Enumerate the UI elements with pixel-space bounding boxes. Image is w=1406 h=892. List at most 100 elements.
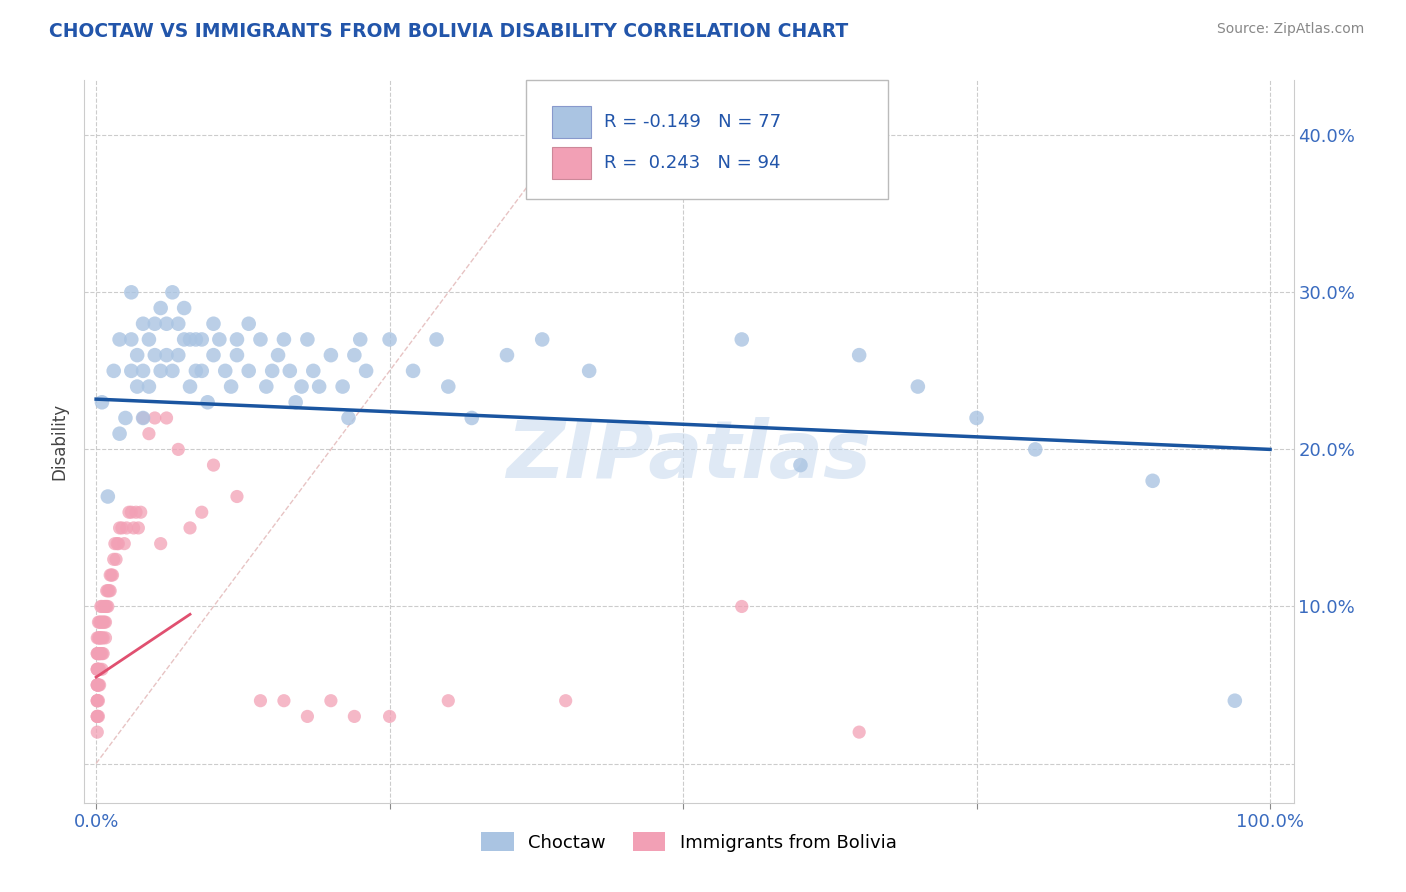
- Point: [249, 333, 271, 347]
- Point: [91, 631, 114, 645]
- Point: [149, 536, 172, 550]
- Point: [91, 615, 114, 630]
- Point: [87, 678, 110, 692]
- Point: [349, 333, 371, 347]
- Point: [114, 411, 136, 425]
- Point: [89, 631, 111, 645]
- Point: [107, 536, 129, 550]
- Point: [90, 615, 112, 630]
- Point: [155, 348, 177, 362]
- Point: [402, 364, 425, 378]
- Point: [132, 317, 155, 331]
- Point: [284, 395, 307, 409]
- Point: [122, 521, 145, 535]
- Point: [184, 333, 207, 347]
- Y-axis label: Disability: Disability: [51, 403, 69, 480]
- Point: [98, 583, 121, 598]
- Point: [86, 709, 108, 723]
- Point: [86, 709, 108, 723]
- Text: R =  0.243   N = 94: R = 0.243 N = 94: [605, 154, 780, 172]
- Point: [91, 395, 114, 409]
- Point: [120, 333, 142, 347]
- Point: [97, 490, 120, 504]
- Point: [90, 599, 112, 614]
- Point: [125, 505, 148, 519]
- Point: [138, 333, 160, 347]
- Point: [226, 348, 249, 362]
- Point: [184, 364, 207, 378]
- Point: [173, 333, 195, 347]
- Point: [91, 599, 114, 614]
- Point: [108, 426, 131, 441]
- Point: [249, 694, 271, 708]
- Point: [93, 599, 115, 614]
- Point: [98, 568, 121, 582]
- Point: [202, 458, 225, 472]
- Point: [87, 647, 110, 661]
- FancyBboxPatch shape: [553, 147, 591, 179]
- Point: [101, 568, 124, 582]
- Point: [108, 521, 131, 535]
- Point: [297, 709, 319, 723]
- Point: [1142, 474, 1164, 488]
- Point: [226, 333, 249, 347]
- Point: [103, 552, 125, 566]
- Point: [554, 694, 576, 708]
- Point: [143, 317, 166, 331]
- Point: [86, 725, 108, 739]
- Point: [354, 364, 377, 378]
- Point: [86, 662, 108, 676]
- Point: [120, 285, 142, 300]
- Point: [262, 364, 284, 378]
- Point: [531, 333, 554, 347]
- Point: [86, 662, 108, 676]
- Point: [87, 662, 110, 676]
- Point: [273, 694, 295, 708]
- Point: [86, 662, 108, 676]
- Point: [214, 364, 236, 378]
- Point: [112, 536, 135, 550]
- Point: [86, 709, 108, 723]
- Point: [91, 647, 114, 661]
- Point: [86, 678, 108, 692]
- Text: CHOCTAW VS IMMIGRANTS FROM BOLIVIA DISABILITY CORRELATION CHART: CHOCTAW VS IMMIGRANTS FROM BOLIVIA DISAB…: [49, 22, 848, 41]
- Point: [162, 285, 184, 300]
- Point: [1024, 442, 1046, 457]
- Point: [86, 647, 108, 661]
- Point: [132, 364, 155, 378]
- Point: [86, 694, 108, 708]
- Point: [96, 583, 118, 598]
- Point: [87, 678, 110, 692]
- Point: [789, 458, 811, 472]
- Point: [100, 568, 122, 582]
- Point: [155, 411, 177, 425]
- Point: [91, 647, 114, 661]
- Point: [138, 426, 160, 441]
- Point: [91, 615, 114, 630]
- Point: [132, 411, 155, 425]
- Point: [167, 317, 190, 331]
- Point: [437, 694, 460, 708]
- Point: [319, 694, 342, 708]
- Point: [115, 521, 138, 535]
- Point: [437, 379, 460, 393]
- Point: [94, 615, 117, 630]
- Point: [238, 364, 260, 378]
- Point: [254, 379, 277, 393]
- Point: [86, 631, 108, 645]
- Point: [120, 505, 142, 519]
- Text: ZIPatlas: ZIPatlas: [506, 417, 872, 495]
- Point: [425, 333, 447, 347]
- Legend: Choctaw, Immigrants from Bolivia: Choctaw, Immigrants from Bolivia: [474, 825, 904, 859]
- Point: [86, 647, 108, 661]
- Point: [208, 333, 231, 347]
- Point: [179, 333, 201, 347]
- Point: [238, 317, 260, 331]
- Point: [848, 348, 870, 362]
- Point: [149, 301, 172, 315]
- Point: [127, 521, 149, 535]
- Point: [731, 599, 754, 614]
- Point: [86, 694, 108, 708]
- Point: [907, 379, 929, 393]
- Point: [98, 583, 121, 598]
